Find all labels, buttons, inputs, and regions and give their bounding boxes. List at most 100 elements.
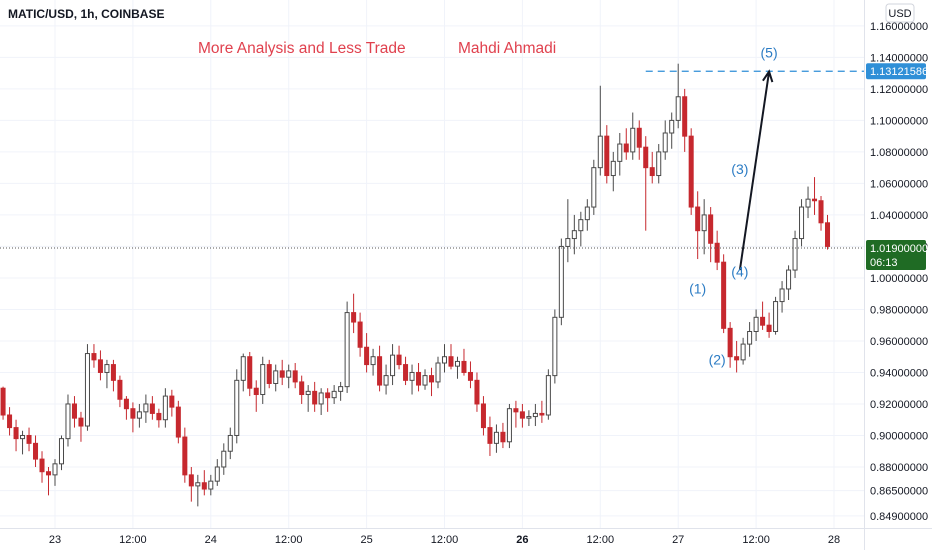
candle — [649, 151, 655, 184]
candle-body — [812, 198, 818, 202]
y-tick-label: 1.12000000 — [870, 84, 928, 96]
candle — [247, 351, 253, 397]
candle-body — [182, 436, 188, 476]
candle — [818, 196, 824, 231]
candle-body — [805, 198, 811, 208]
candle — [409, 364, 415, 395]
candle — [552, 309, 558, 384]
candle — [506, 403, 512, 449]
x-tick-label: 12:00 — [431, 534, 459, 546]
candle — [734, 340, 740, 373]
candle-body — [221, 450, 227, 468]
candle-body — [247, 356, 253, 389]
candle-body — [208, 480, 214, 490]
candle-body — [656, 151, 662, 177]
candle-body — [435, 362, 441, 383]
candle — [435, 356, 441, 389]
candle — [740, 337, 746, 365]
current-price-tag: 1.01900000 06:13 — [866, 240, 928, 271]
candle — [227, 427, 233, 460]
currency-label: USD — [888, 8, 911, 20]
author-annotation: Mahdi Ahmadi — [458, 40, 556, 57]
candle-body — [773, 301, 779, 333]
candle-body — [136, 411, 142, 419]
candle — [351, 293, 357, 334]
candle — [656, 144, 662, 184]
candle-body — [279, 370, 285, 378]
candle-body — [597, 135, 603, 169]
candle — [799, 199, 805, 247]
candle — [331, 385, 337, 404]
y-tick-label: 1.10000000 — [870, 115, 928, 127]
candle — [571, 214, 577, 255]
candle-body — [818, 200, 824, 224]
symbol-header[interactable]: MATIC/USD, 1h, COINBASE — [8, 7, 164, 21]
x-tick-label: 27 — [672, 534, 684, 546]
candle-body — [26, 434, 32, 444]
candle — [708, 207, 714, 263]
candle — [786, 265, 792, 300]
candle-body — [519, 411, 525, 419]
candle — [467, 361, 473, 389]
candle-body — [188, 474, 194, 487]
candle-body — [422, 375, 428, 386]
candle — [500, 422, 506, 449]
candle — [91, 344, 97, 368]
candle-body — [747, 331, 753, 345]
time-axis[interactable] — [0, 528, 932, 550]
candle — [325, 388, 331, 412]
y-tick-label: 0.94000000 — [870, 367, 928, 379]
candle — [545, 369, 551, 420]
candle-body — [779, 288, 785, 303]
candle — [65, 394, 71, 447]
candle — [292, 363, 298, 389]
candle-body — [714, 242, 720, 263]
target-price-tag: 1.13121586 — [866, 63, 928, 80]
candle — [630, 112, 636, 160]
candle-body — [721, 261, 727, 329]
candle-body — [7, 414, 13, 429]
candle — [526, 410, 532, 427]
candle-body — [162, 395, 168, 421]
candle-body — [695, 206, 701, 232]
wave-label: (4) — [731, 263, 748, 279]
candle-body — [240, 356, 246, 381]
candle — [13, 419, 19, 452]
candle-body — [578, 219, 584, 232]
y-tick-label: 1.04000000 — [870, 210, 928, 222]
candle-body — [201, 482, 207, 490]
candle — [558, 238, 564, 326]
candle — [773, 296, 779, 335]
candle-body — [0, 387, 6, 416]
candle-body — [123, 398, 129, 410]
candle-body — [39, 458, 45, 473]
candle-body — [708, 214, 714, 244]
candle-body — [753, 316, 759, 333]
candle-body — [792, 238, 798, 271]
currency-button[interactable]: USD — [885, 3, 915, 23]
candle — [214, 459, 220, 486]
candle-body — [325, 392, 331, 399]
candle-body — [357, 321, 363, 348]
annotation-layer: (1) (2) (3) (4) (5) — [0, 44, 864, 368]
x-tick-label: 23 — [49, 534, 61, 546]
candle — [97, 350, 103, 381]
candle — [403, 356, 409, 386]
candle — [130, 402, 136, 433]
candle-body — [214, 466, 220, 482]
candle-body — [500, 431, 506, 443]
candle — [682, 88, 688, 152]
candle-body — [299, 381, 305, 396]
candle — [299, 375, 305, 404]
candle-body — [610, 160, 616, 177]
candle — [123, 396, 129, 420]
candle — [610, 151, 616, 192]
candle — [416, 363, 422, 392]
candle — [136, 403, 142, 428]
candle — [643, 136, 649, 231]
candle — [344, 301, 350, 393]
candle-body — [474, 379, 480, 405]
candle — [33, 435, 39, 467]
candle-body — [338, 386, 344, 392]
